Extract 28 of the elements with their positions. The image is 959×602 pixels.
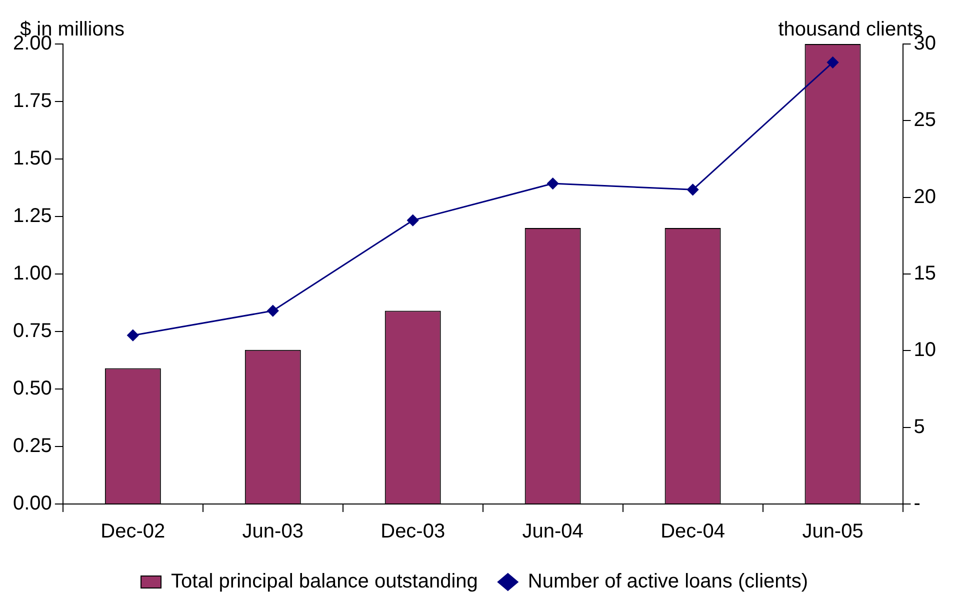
y-tick-label: 0.50 <box>12 378 52 400</box>
point <box>827 56 839 68</box>
point <box>687 184 699 196</box>
point <box>547 178 559 190</box>
y2-tick-label: 10 <box>914 339 936 362</box>
legend-label: Total principal balance outstanding <box>171 570 478 593</box>
point <box>127 330 139 342</box>
point <box>407 214 419 226</box>
y2-tick-label: - <box>914 492 920 515</box>
y2-tick-label: 20 <box>914 186 936 208</box>
legend-label: Number of active loans (clients) <box>528 570 808 593</box>
x-tick-label: Dec-03 <box>380 520 446 543</box>
y-tick-label: 0.75 <box>12 320 52 342</box>
y2-tick-label: 5 <box>914 416 925 438</box>
x-tick-label: Jun-04 <box>522 520 584 543</box>
y2-tick-label: 25 <box>914 109 936 132</box>
y-tick-label: 0.25 <box>12 435 52 458</box>
y2-tick-label: 15 <box>914 262 936 285</box>
x-tick-label: Jun-03 <box>242 520 304 543</box>
y-tick-label: 1.50 <box>12 148 52 170</box>
x-tick-label: Dec-02 <box>100 520 166 543</box>
y-tick-label: 1.00 <box>12 262 52 285</box>
point <box>267 305 279 317</box>
x-tick-label: Dec-04 <box>660 520 726 543</box>
y-tick-label: 0.00 <box>12 492 52 515</box>
y-tick-label: 1.75 <box>12 90 52 112</box>
y-tick-label: 1.25 <box>12 205 52 228</box>
x-tick-label: Jun-05 <box>802 520 864 543</box>
